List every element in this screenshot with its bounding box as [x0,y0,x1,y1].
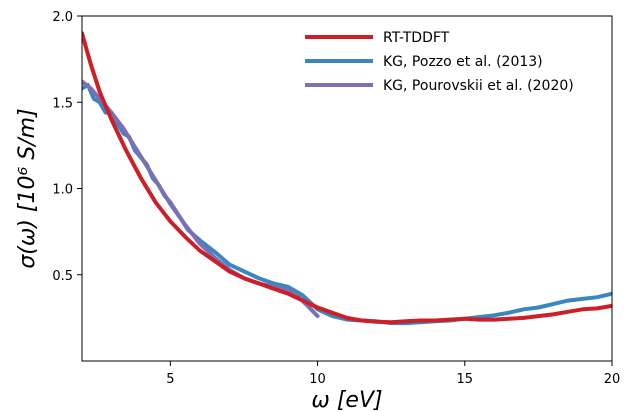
y-tick-label: 1.5 [52,96,73,111]
legend: RT-TDDFT KG, Pozzo et al. (2013) KG, Pouro… [305,30,574,94]
series-line-0 [82,33,612,322]
y-axis-label: σ(ω) [10⁶ S/m] [15,108,40,268]
series-line-2 [82,82,318,317]
legend-label-2: KG, Pourovskii et al. (2020) [383,78,574,94]
x-axis-label: ω [eV] [311,388,382,412]
x-axis-ticks: 5 10 15 20 [166,361,620,387]
y-tick-label: 0.5 [52,269,73,284]
legend-label-0: RT-TDDFT [383,30,450,46]
plot-lines [82,33,612,323]
series-line-1 [82,85,612,323]
x-tick-label: 20 [604,372,621,387]
y-axis-ticks: 0.5 1.0 1.5 2.0 [52,10,82,284]
x-tick-label: 10 [309,372,326,387]
legend-label-1: KG, Pozzo et al. (2013) [383,54,543,70]
y-tick-label: 1.0 [52,183,73,198]
y-tick-label: 2.0 [52,10,73,25]
x-tick-label: 15 [457,372,474,387]
x-tick-label: 5 [166,372,174,387]
